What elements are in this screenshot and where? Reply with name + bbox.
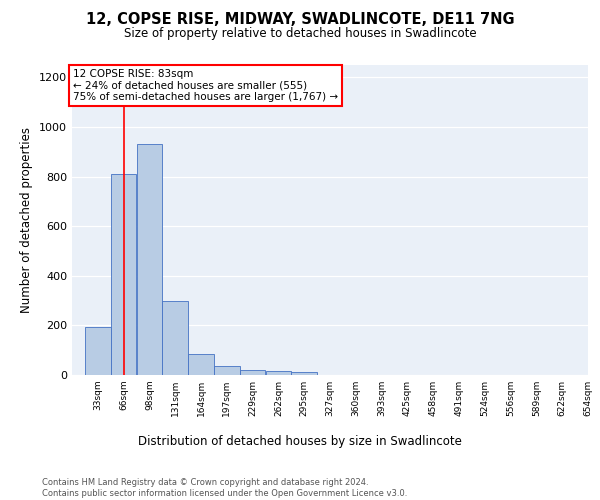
Bar [266, 372, 291, 375]
Bar [111, 174, 136, 375]
Text: 12, COPSE RISE, MIDWAY, SWADLINCOTE, DE11 7NG: 12, COPSE RISE, MIDWAY, SWADLINCOTE, DE1… [86, 12, 514, 28]
Bar [292, 372, 317, 375]
Y-axis label: Number of detached properties: Number of detached properties [20, 127, 34, 313]
Bar [214, 366, 239, 375]
Bar [240, 370, 265, 375]
Bar [163, 300, 188, 375]
Bar [85, 327, 110, 375]
Text: Contains HM Land Registry data © Crown copyright and database right 2024.
Contai: Contains HM Land Registry data © Crown c… [42, 478, 407, 498]
Text: Size of property relative to detached houses in Swadlincote: Size of property relative to detached ho… [124, 28, 476, 40]
Bar [137, 144, 162, 375]
Text: Distribution of detached houses by size in Swadlincote: Distribution of detached houses by size … [138, 435, 462, 448]
Text: 12 COPSE RISE: 83sqm
← 24% of detached houses are smaller (555)
75% of semi-deta: 12 COPSE RISE: 83sqm ← 24% of detached h… [73, 68, 338, 102]
Bar [188, 354, 214, 375]
